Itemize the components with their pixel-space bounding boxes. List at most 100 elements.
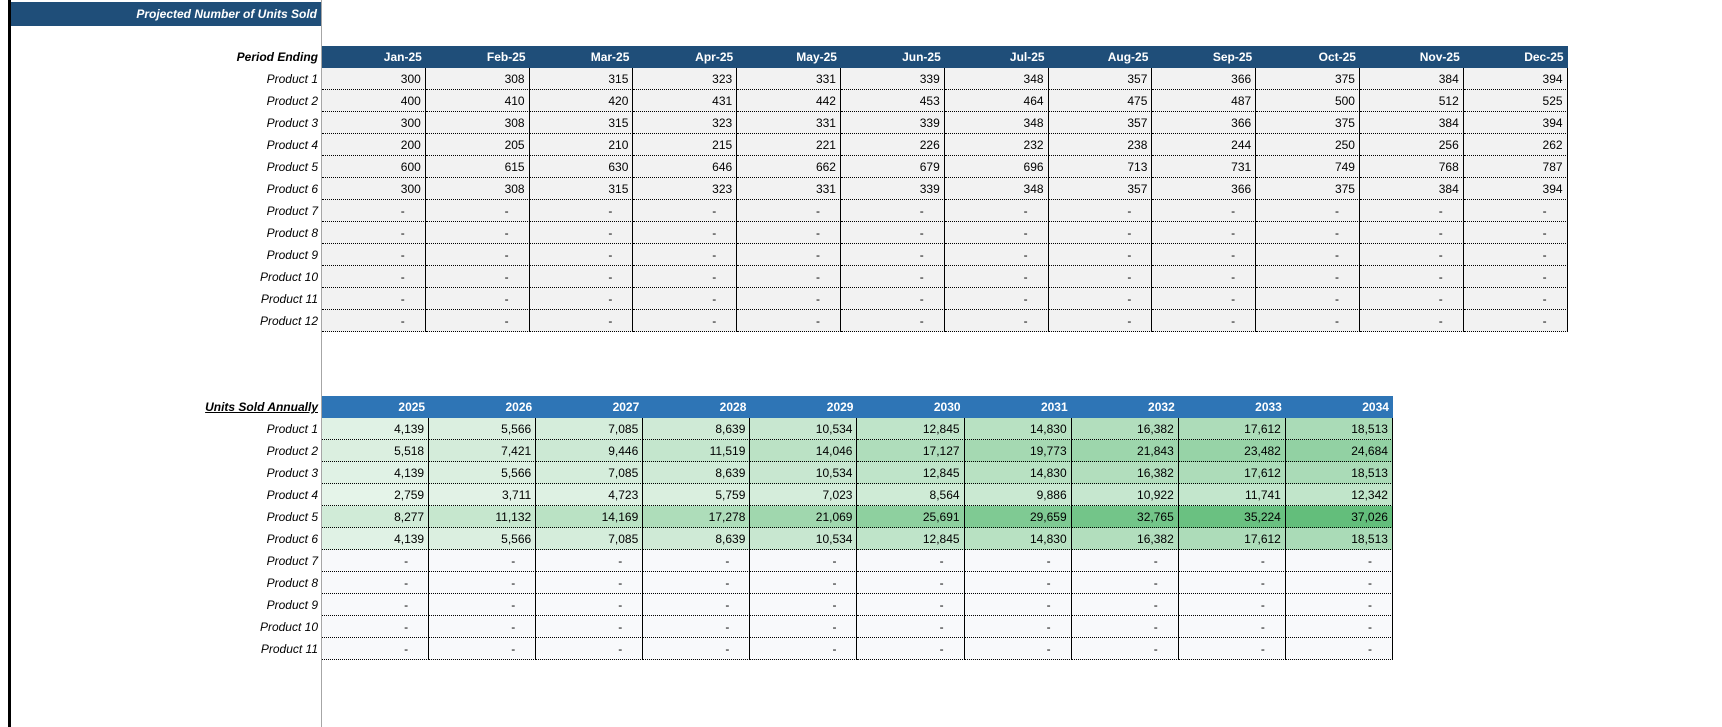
data-cell[interactable]: - xyxy=(429,594,537,616)
data-cell[interactable]: - xyxy=(857,638,965,660)
data-cell[interactable]: 339 xyxy=(840,178,945,200)
data-cell[interactable]: 308 xyxy=(425,178,530,200)
data-cell[interactable]: - xyxy=(750,572,858,594)
data-cell[interactable]: 339 xyxy=(840,68,945,90)
data-cell[interactable]: 630 xyxy=(529,156,634,178)
data-cell[interactable]: - xyxy=(322,222,426,244)
data-cell[interactable]: 17,278 xyxy=(643,506,751,528)
data-cell[interactable]: 500 xyxy=(1256,90,1360,112)
data-cell[interactable]: 14,830 xyxy=(964,528,1072,550)
data-cell[interactable]: - xyxy=(322,572,430,594)
data-cell[interactable]: - xyxy=(1178,638,1286,660)
data-cell[interactable]: 431 xyxy=(633,90,738,112)
data-cell[interactable]: - xyxy=(633,222,738,244)
data-cell[interactable]: 394 xyxy=(1463,112,1568,134)
data-cell[interactable]: 348 xyxy=(944,68,1049,90)
data-cell[interactable]: 18,513 xyxy=(1285,462,1393,484)
data-cell[interactable]: 9,886 xyxy=(964,484,1072,506)
data-cell[interactable]: 2,759 xyxy=(322,484,430,506)
data-cell[interactable]: - xyxy=(1178,594,1286,616)
data-cell[interactable]: - xyxy=(322,310,426,332)
data-cell[interactable]: 200 xyxy=(322,134,426,156)
data-cell[interactable]: 357 xyxy=(1048,68,1153,90)
data-cell[interactable]: 244 xyxy=(1152,134,1257,156)
data-cell[interactable]: 29,659 xyxy=(964,506,1072,528)
data-cell[interactable]: - xyxy=(1071,572,1179,594)
data-cell[interactable]: 646 xyxy=(633,156,738,178)
data-cell[interactable]: - xyxy=(1256,222,1360,244)
data-cell[interactable]: 323 xyxy=(633,112,738,134)
data-cell[interactable]: - xyxy=(1071,594,1179,616)
data-cell[interactable]: - xyxy=(1359,222,1464,244)
data-cell[interactable]: - xyxy=(1359,266,1464,288)
data-cell[interactable]: 238 xyxy=(1048,134,1153,156)
data-cell[interactable]: - xyxy=(1178,616,1286,638)
data-cell[interactable]: 366 xyxy=(1152,112,1257,134)
data-cell[interactable]: - xyxy=(840,310,945,332)
data-cell[interactable]: - xyxy=(737,310,841,332)
data-cell[interactable]: 16,382 xyxy=(1071,528,1179,550)
data-cell[interactable]: - xyxy=(536,616,644,638)
data-cell[interactable]: 420 xyxy=(529,90,634,112)
data-cell[interactable]: - xyxy=(643,550,751,572)
data-cell[interactable]: - xyxy=(643,616,751,638)
data-cell[interactable]: 250 xyxy=(1256,134,1360,156)
data-cell[interactable]: 300 xyxy=(322,68,426,90)
data-cell[interactable]: 357 xyxy=(1048,112,1153,134)
data-cell[interactable]: - xyxy=(425,266,530,288)
data-cell[interactable]: - xyxy=(1359,310,1464,332)
data-cell[interactable]: 662 xyxy=(737,156,841,178)
data-cell[interactable]: - xyxy=(1048,266,1153,288)
data-cell[interactable]: 487 xyxy=(1152,90,1257,112)
data-cell[interactable]: 323 xyxy=(633,178,738,200)
data-cell[interactable]: - xyxy=(750,616,858,638)
data-cell[interactable]: 16,382 xyxy=(1071,462,1179,484)
data-cell[interactable]: - xyxy=(1285,550,1393,572)
data-cell[interactable]: - xyxy=(529,288,634,310)
data-cell[interactable]: - xyxy=(1178,550,1286,572)
data-cell[interactable]: - xyxy=(737,266,841,288)
data-cell[interactable]: 5,518 xyxy=(322,440,430,462)
data-cell[interactable]: 7,421 xyxy=(429,440,537,462)
data-cell[interactable]: 7,085 xyxy=(536,418,644,440)
data-cell[interactable]: 315 xyxy=(529,178,634,200)
data-cell[interactable]: 8,564 xyxy=(857,484,965,506)
data-cell[interactable]: 256 xyxy=(1359,134,1464,156)
data-cell[interactable]: 4,139 xyxy=(322,462,430,484)
data-cell[interactable]: - xyxy=(1256,288,1360,310)
data-cell[interactable]: - xyxy=(750,594,858,616)
data-cell[interactable]: 679 xyxy=(840,156,945,178)
data-cell[interactable]: - xyxy=(633,310,738,332)
data-cell[interactable]: 215 xyxy=(633,134,738,156)
data-cell[interactable]: - xyxy=(737,200,841,222)
data-cell[interactable]: - xyxy=(1256,310,1360,332)
data-cell[interactable]: - xyxy=(1152,200,1257,222)
data-cell[interactable]: 10,534 xyxy=(750,462,858,484)
data-cell[interactable]: 11,519 xyxy=(643,440,751,462)
data-cell[interactable]: 453 xyxy=(840,90,945,112)
data-cell[interactable]: - xyxy=(425,310,530,332)
data-cell[interactable]: - xyxy=(857,594,965,616)
data-cell[interactable]: 525 xyxy=(1463,90,1568,112)
data-cell[interactable]: - xyxy=(750,550,858,572)
data-cell[interactable]: - xyxy=(944,222,1049,244)
data-cell[interactable]: 12,342 xyxy=(1285,484,1393,506)
data-cell[interactable]: - xyxy=(1463,288,1568,310)
data-cell[interactable]: - xyxy=(536,550,644,572)
data-cell[interactable]: 5,566 xyxy=(429,462,537,484)
data-cell[interactable]: 19,773 xyxy=(964,440,1072,462)
data-cell[interactable]: - xyxy=(643,638,751,660)
data-cell[interactable]: 339 xyxy=(840,112,945,134)
data-cell[interactable]: - xyxy=(1256,244,1360,266)
data-cell[interactable]: - xyxy=(840,288,945,310)
data-cell[interactable]: - xyxy=(425,288,530,310)
data-cell[interactable]: 315 xyxy=(529,112,634,134)
data-cell[interactable]: - xyxy=(857,572,965,594)
data-cell[interactable]: - xyxy=(944,288,1049,310)
data-cell[interactable]: - xyxy=(322,594,430,616)
data-cell[interactable]: 384 xyxy=(1359,68,1464,90)
data-cell[interactable]: 300 xyxy=(322,178,426,200)
data-cell[interactable]: 226 xyxy=(840,134,945,156)
data-cell[interactable]: 17,127 xyxy=(857,440,965,462)
data-cell[interactable]: 17,612 xyxy=(1178,418,1286,440)
